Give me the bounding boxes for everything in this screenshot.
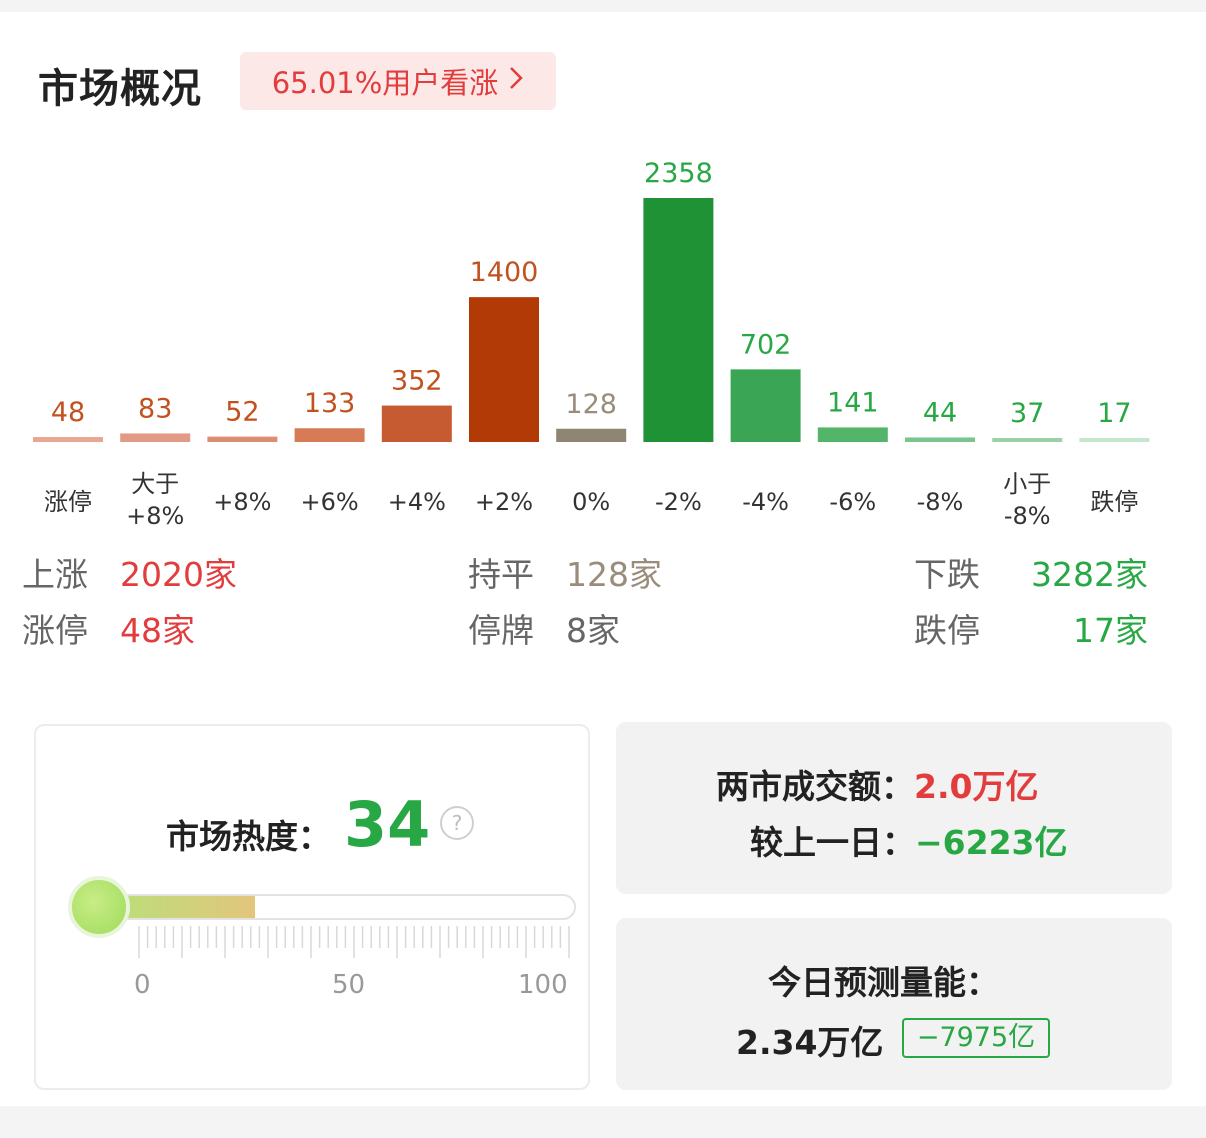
bar-value-5: 1400: [470, 257, 539, 288]
heat-label: 市场热度：: [166, 817, 331, 856]
compare-label: 较上一日：: [750, 823, 915, 862]
category-label-10: -8%: [916, 488, 964, 516]
chevron-right-icon: [508, 65, 524, 98]
bar-value-11: 37: [1010, 398, 1044, 429]
category-label-9: -6%: [829, 488, 877, 516]
bar-value-7: 2358: [644, 158, 713, 189]
page-title: 市场概况: [38, 66, 202, 112]
heat-value: 34: [344, 788, 431, 861]
bar-4: [381, 405, 452, 442]
suspended-label: 停牌: [468, 611, 534, 650]
bar-6: [556, 428, 627, 442]
sentiment-text: 65.01%用户看涨: [271, 66, 499, 100]
market-overview-card: 市场概况 65.01%用户看涨 48 83 52 133 352 1400 128 2358 7…: [0, 12, 1206, 1106]
category-label-2: +8%: [213, 488, 272, 516]
flat-count: 128家: [566, 555, 662, 594]
down-count: 3282家: [1031, 555, 1148, 594]
category-label-7: -2%: [655, 488, 702, 516]
bar-11: [992, 438, 1063, 442]
category-label-0: 涨停: [44, 488, 92, 516]
heat-ticks: [138, 926, 570, 958]
down-label: 下跌: [914, 555, 980, 594]
bar-0: [33, 437, 103, 442]
suspended-count: 8家: [566, 611, 620, 650]
help-icon[interactable]: ?: [440, 806, 474, 840]
forecast-value: 2.34万亿: [736, 1023, 884, 1062]
turnover-value: 2.0万亿: [914, 767, 1039, 806]
bar-value-0: 48: [51, 397, 85, 428]
category-label-1: 大于 +8%: [126, 470, 185, 530]
up-label: 上涨: [22, 555, 88, 594]
flat-label: 持平: [468, 555, 534, 594]
bar-1: [120, 433, 191, 442]
limit-up-count: 48家: [120, 611, 195, 650]
heat-fill: [102, 896, 256, 918]
scale-100: 100: [518, 970, 568, 1000]
distribution-chart: 48 83 52 133 352 1400 128 2358 702 141 44 37 17: [33, 158, 1150, 442]
sentiment-badge[interactable]: 65.01%用户看涨: [240, 52, 556, 110]
forecast-delta-badge: −7975亿: [902, 1018, 1050, 1058]
category-label-12: 跌停: [1090, 488, 1139, 516]
turnover-label: 两市成交额：: [716, 767, 914, 806]
scale-50: 50: [332, 970, 366, 1000]
limit-down-count: 17家: [1073, 611, 1148, 650]
category-label-8: -4%: [742, 488, 789, 516]
bar-value-9: 141: [827, 387, 879, 418]
market-heat-card: 市场热度： 34 ? 0 50 100: [34, 724, 590, 1090]
bar-7: [643, 198, 714, 442]
forecast-panel: 今日预测量能： 2.34万亿 −7975亿: [616, 918, 1172, 1090]
bar-9: [817, 427, 888, 442]
limit-down-label: 跌停: [914, 611, 980, 650]
forecast-label: 今日预测量能：: [768, 963, 999, 1002]
category-label-5: +2%: [474, 488, 534, 516]
category-label-11: 小于 -8%: [1003, 470, 1052, 530]
heat-knob: [68, 876, 130, 938]
compare-value: −6223亿: [915, 823, 1068, 862]
bar-3: [294, 428, 365, 442]
bar-value-12: 17: [1097, 398, 1131, 429]
category-label-6: 0%: [572, 488, 611, 516]
scale-0: 0: [134, 970, 151, 1000]
bar-10: [905, 437, 975, 442]
bar-value-10: 44: [923, 397, 957, 428]
category-label-3: +6%: [300, 488, 359, 516]
bar-value-4: 352: [391, 366, 443, 397]
bar-value-2: 52: [225, 397, 259, 428]
bar-value-6: 128: [565, 389, 617, 420]
bar-value-8: 702: [740, 329, 792, 360]
category-label-4: +4%: [387, 488, 446, 516]
up-count: 2020家: [120, 555, 237, 594]
bar-2: [207, 436, 278, 442]
bar-12: [1079, 438, 1150, 442]
bar-value-3: 133: [304, 388, 356, 419]
bar-8: [730, 369, 801, 442]
bar-5: [469, 297, 539, 442]
turnover-panel: 两市成交额：2.0万亿 较上一日：−6223亿: [616, 722, 1172, 894]
bar-value-1: 83: [138, 393, 172, 424]
limit-up-label: 涨停: [22, 611, 88, 650]
